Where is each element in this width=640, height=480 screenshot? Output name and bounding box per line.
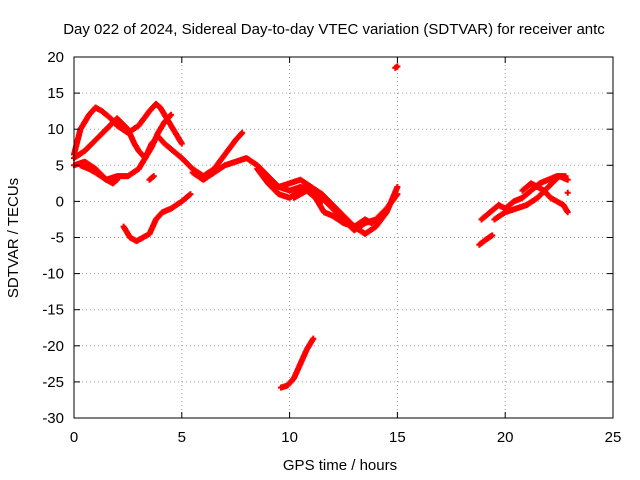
data-point [150,173,157,180]
y-tick-label: 10 [47,121,64,138]
x-tick-label: 20 [497,429,514,446]
series-track-16 [519,180,571,216]
chart-title: Day 022 of 2024, Sidereal Day-to-day VTE… [63,21,605,38]
y-tick-label: 5 [56,157,64,174]
x-tick-label: 0 [70,429,78,446]
y-tick-label: -25 [42,374,64,391]
data-point [187,191,194,198]
data-point [564,176,571,183]
x-tick-label: 15 [389,429,406,446]
series-track-4 [77,162,121,187]
data-point [377,212,384,219]
data-point [239,129,246,136]
series-track-14 [478,173,569,223]
data-point [114,176,121,183]
series-track-17 [564,189,571,196]
series-track-13 [476,232,496,248]
y-tick-label: 20 [47,49,64,66]
data-point [168,111,175,118]
y-tick-label: 15 [47,85,64,102]
y-tick-labels: -30 -25 -20 -15 -10 -5 0 5 10 15 20 [42,49,64,427]
y-tick-label: 0 [56,193,64,210]
grid [74,57,613,418]
x-tick-labels: 0 5 10 15 20 25 [70,429,622,446]
data-point [489,232,496,239]
axis-ticks [73,56,614,419]
y-tick-label: -10 [42,266,64,283]
data-point [310,335,317,342]
y-tick-label: -5 [51,230,64,247]
x-axis-label: GPS time / hours [283,457,397,474]
series-track-12 [392,63,401,71]
y-axis-label: SDTVAR / TECUs [5,178,22,298]
y-tick-label: -15 [42,302,64,319]
data-point [394,183,401,190]
series-track-10 [290,187,384,230]
series-track-11 [277,335,317,391]
data-points [71,63,571,391]
series-track-15 [491,173,571,223]
x-tick-label: 5 [178,429,186,446]
series-track-6 [146,173,157,183]
data-point [178,140,185,147]
data-point [564,209,571,216]
x-tick-label: 25 [605,429,622,446]
x-tick-label: 10 [281,429,298,446]
y-tick-label: -20 [42,338,64,355]
data-point [564,189,571,196]
y-tick-label: -30 [42,410,64,427]
data-point [394,63,401,70]
series-track-5 [120,191,194,245]
